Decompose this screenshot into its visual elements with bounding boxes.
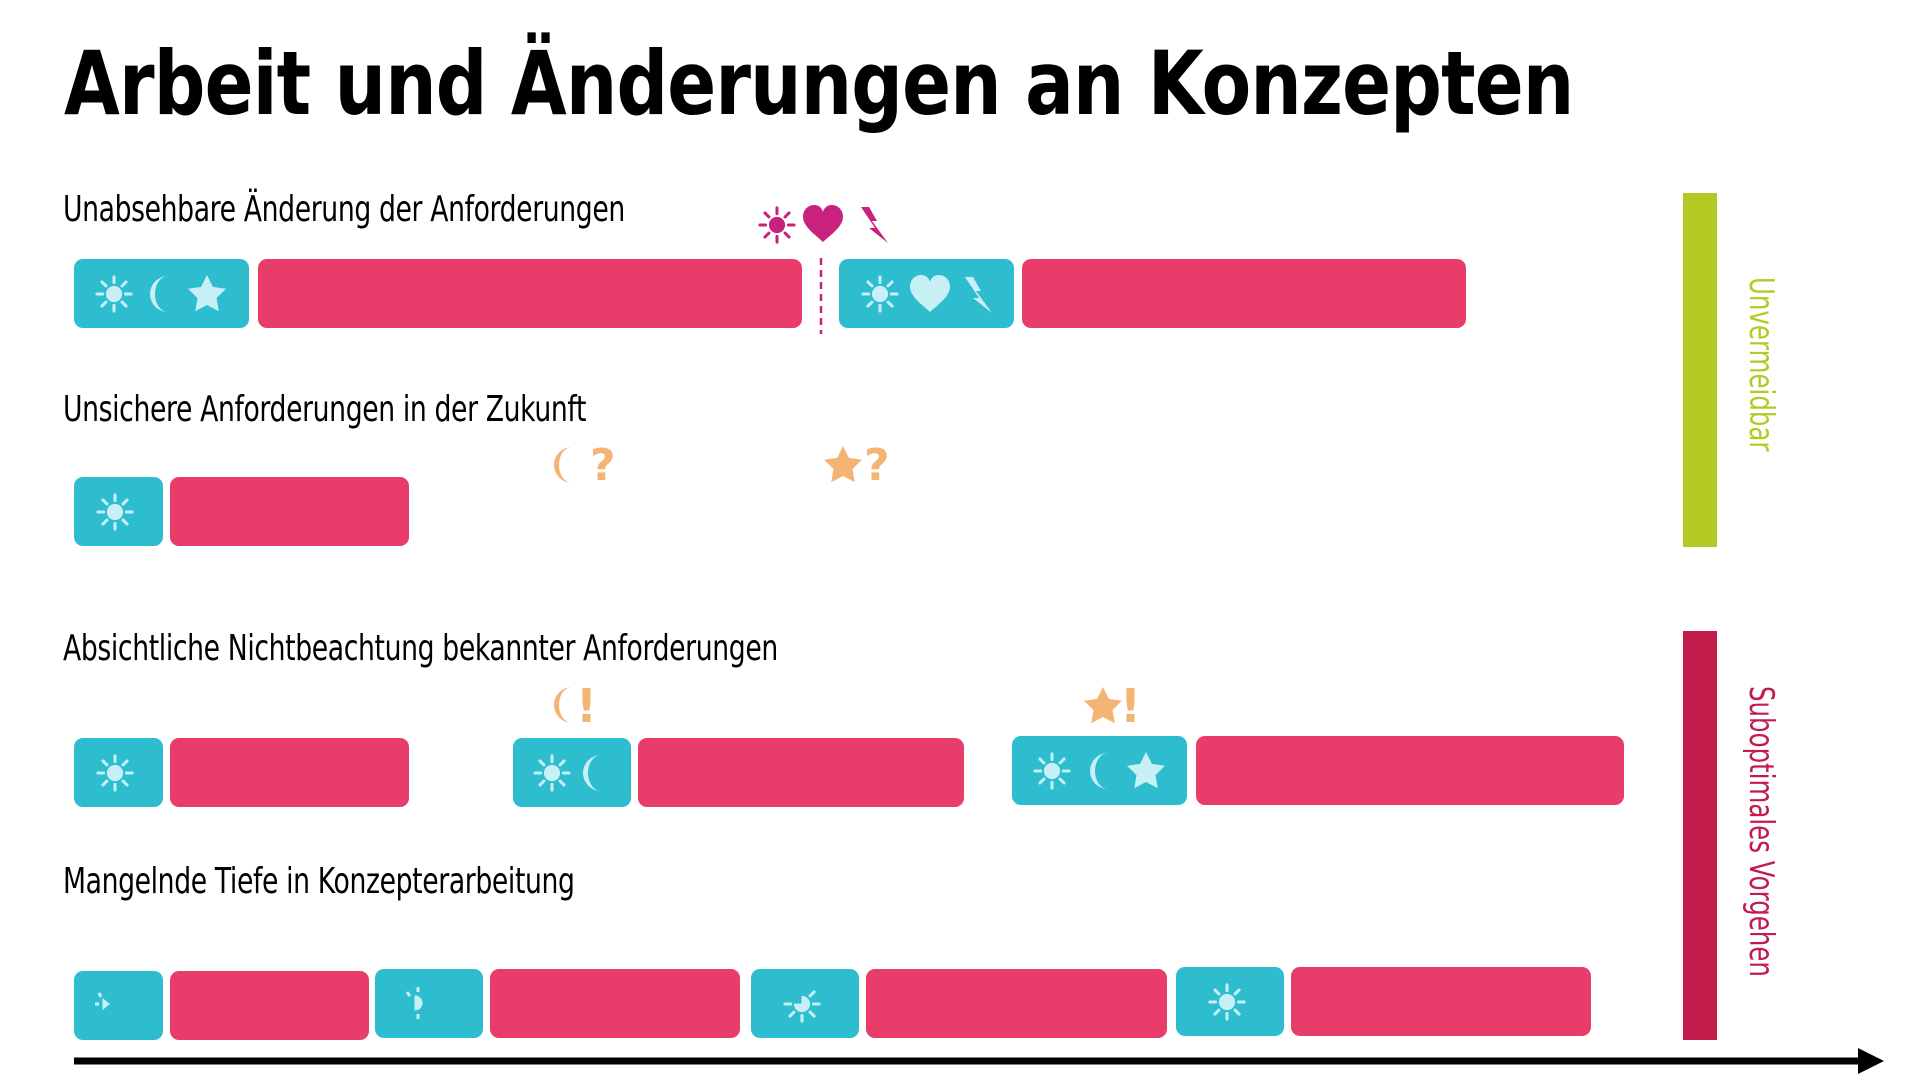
star-icon [1084,687,1122,724]
row-label-lack-of-depth: Mangelnde Tiefe in Konzepterarbeitung [63,861,575,902]
row-label-unforeseeable-change: Unabsehbare Änderung der Anforderungen [63,189,625,230]
concept-block [375,969,483,1038]
work-bar [1291,967,1591,1036]
work-bar [258,259,802,328]
work-bar [490,969,740,1038]
sun-icon [96,754,134,792]
row-label-uncertain-future: Unsichere Anforderungen in der Zukunft [63,389,587,430]
work-bar [170,971,369,1040]
sun-icon [861,275,899,313]
sun-icon-fragment [405,987,423,1019]
lightning-icon [861,207,888,243]
work-bar [170,738,409,807]
sun-icon-fragment [783,990,821,1023]
row-label-deliberate-ignoring: Absichtliche Nichtbeachtung bekannter An… [63,628,778,669]
concept-block [74,971,163,1040]
category-unavoidable: Unvermeidbar [1741,277,1781,452]
work-bar [638,738,964,807]
category-suboptimal: Suboptimales Vorgehen [1741,686,1781,977]
moon-icon [554,687,572,723]
unavoidable-bar [1683,193,1717,547]
question-mark: ? [590,440,616,491]
sun-icon [1208,983,1246,1021]
sun-icon-fragment [95,992,110,1011]
concept-block [74,259,249,328]
exclamation-mark: ! [576,679,597,733]
heart-icon [803,205,843,242]
work-bar [170,477,409,546]
axis-arrow [1858,1048,1884,1074]
sun-icon [95,275,133,313]
work-bar [1022,259,1466,328]
suboptimal-bar [1683,631,1717,1040]
sun-icon [533,754,571,792]
sun-icon [96,493,134,531]
exclamation-mark: ! [1120,679,1141,733]
sun-icon [1033,752,1071,790]
star-icon [824,446,862,483]
work-bar [866,969,1167,1038]
question-mark: ? [864,440,890,491]
concept-block [1012,736,1187,805]
work-bar [1196,736,1624,805]
sun-icon [758,206,796,244]
moon-icon [554,447,572,483]
page-title: Arbeit und Änderungen an Konzepten [64,32,1574,135]
concept-block [513,738,631,807]
